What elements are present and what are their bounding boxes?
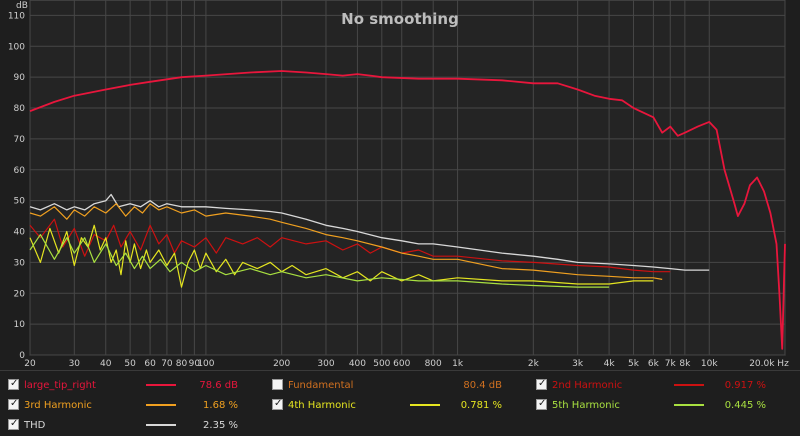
x-tick-label: 30	[69, 359, 81, 369]
legend-swatch	[146, 424, 176, 426]
legend-checkbox-fundamental[interactable]	[272, 379, 283, 390]
x-tick-label: 5k	[628, 359, 640, 369]
x-tick-label: 300	[317, 359, 334, 369]
x-tick-label: 50	[124, 359, 136, 369]
y-tick-label: 10	[14, 320, 26, 330]
legend-value: 1.68 %	[203, 399, 238, 411]
y-tick-label: 30	[14, 258, 26, 268]
checkmark-icon: ✓	[274, 398, 283, 409]
legend-swatch	[146, 404, 176, 406]
legend-checkbox-large-tip-right[interactable]: ✓	[8, 378, 19, 390]
series-line-thd	[29, 193, 710, 271]
legend-item-3rd-harmonic: ✓ 3rd Harmonic 1.68 %	[0, 396, 800, 414]
legend-swatch	[410, 404, 440, 406]
y-axis-ticks: 0 10 20 30 40 50 60 70 80 90 100 110	[8, 11, 25, 361]
series-line-3rd-harmonic	[29, 203, 663, 280]
x-tick-label: 2k	[528, 359, 540, 369]
checkmark-icon: ✓	[538, 398, 547, 409]
y-tick-label: 80	[14, 104, 26, 114]
y-tick-label: 90	[14, 73, 26, 83]
legend-label: 3rd Harmonic	[24, 399, 92, 411]
checkmark-icon: ✓	[10, 398, 19, 409]
legend-item-5th-harmonic: ✓ 5th Harmonic 0.445 %	[0, 396, 800, 414]
legend-value: 2.35 %	[203, 419, 238, 431]
y-axis-unit-label: dB	[16, 1, 28, 11]
x-tick-label: 90	[189, 359, 201, 369]
x-tick-label: 60	[144, 359, 156, 369]
legend-value: 0.917 %	[724, 379, 766, 391]
legend-label: 4th Harmonic	[288, 399, 356, 411]
x-tick-label: 20.0k Hz	[749, 359, 789, 369]
chart-grid	[29, 0, 786, 356]
y-tick-label: 70	[14, 135, 26, 145]
y-tick-label: 50	[14, 197, 26, 207]
y-tick-label: 100	[8, 42, 25, 52]
x-tick-label: 200	[273, 359, 290, 369]
series-line-5th-harmonic	[29, 234, 610, 288]
legend-label: large_tip_right	[24, 379, 96, 391]
x-tick-label: 800	[425, 359, 442, 369]
checkmark-icon: ✓	[10, 418, 19, 429]
legend-swatch	[674, 384, 704, 386]
legend-checkbox-5th-harmonic[interactable]: ✓	[536, 398, 547, 410]
plot-area	[29, 0, 786, 356]
checkmark-icon: ✓	[10, 378, 19, 389]
chart-series	[29, 70, 786, 350]
x-tick-label: 600	[393, 359, 410, 369]
legend-checkbox-3rd-harmonic[interactable]: ✓	[8, 398, 19, 410]
legend-panel: ✓ large_tip_right 78.6 dB Fundamental 80.4 d…	[0, 370, 800, 436]
x-tick-label: 70	[161, 359, 173, 369]
x-tick-label: 7k	[665, 359, 677, 369]
legend-label: 5th Harmonic	[552, 399, 620, 411]
x-tick-label: 10k	[701, 359, 718, 369]
y-tick-label: 110	[8, 11, 25, 21]
legend-checkbox-thd[interactable]: ✓	[8, 418, 19, 430]
legend-item-fundamental: Fundamental 80.4 dB	[0, 376, 800, 394]
x-tick-label: 8k	[679, 359, 691, 369]
legend-swatch	[146, 384, 176, 386]
x-tick-label: 40	[100, 359, 112, 369]
legend-item-4th-harmonic: ✓ 4th Harmonic 0.781 %	[0, 396, 800, 414]
legend-item-large-tip-right: ✓ large_tip_right 78.6 dB	[0, 376, 800, 394]
x-tick-label: 3k	[572, 359, 584, 369]
legend-item-2nd-harmonic: ✓ 2nd Harmonic 0.917 %	[0, 376, 800, 394]
legend-value: 80.4 dB	[463, 379, 502, 391]
checkmark-icon: ✓	[538, 378, 547, 389]
legend-value: 78.6 dB	[199, 379, 238, 391]
x-tick-label: 400	[349, 359, 366, 369]
x-tick-label: 20	[24, 359, 36, 369]
legend-value: 0.781 %	[460, 399, 502, 411]
y-tick-label: 0	[19, 351, 25, 361]
legend-label: 2nd Harmonic	[552, 379, 623, 391]
series-line-4th-harmonic	[29, 224, 654, 288]
y-tick-label: 60	[14, 166, 26, 176]
legend-value: 0.445 %	[724, 399, 766, 411]
legend-label: THD	[24, 419, 46, 431]
x-tick-label: 1k	[452, 359, 464, 369]
chart-title: No smoothing	[341, 10, 459, 28]
x-tick-label: 4k	[604, 359, 616, 369]
y-tick-label: 20	[14, 289, 26, 299]
legend-item-thd: ✓ THD 2.35 %	[0, 416, 800, 434]
y-tick-label: 40	[14, 228, 26, 238]
series-line-large-tip-right	[29, 70, 786, 350]
x-tick-label: 80	[176, 359, 188, 369]
x-tick-label: 500	[373, 359, 390, 369]
legend-swatch	[674, 404, 704, 406]
x-tick-label: 6k	[648, 359, 660, 369]
legend-label: Fundamental	[288, 379, 354, 391]
x-tick-label: 100	[197, 359, 214, 369]
series-line-2nd-harmonic	[29, 218, 671, 273]
legend-checkbox-4th-harmonic[interactable]: ✓	[272, 398, 283, 410]
legend-checkbox-2nd-harmonic[interactable]: ✓	[536, 378, 547, 390]
